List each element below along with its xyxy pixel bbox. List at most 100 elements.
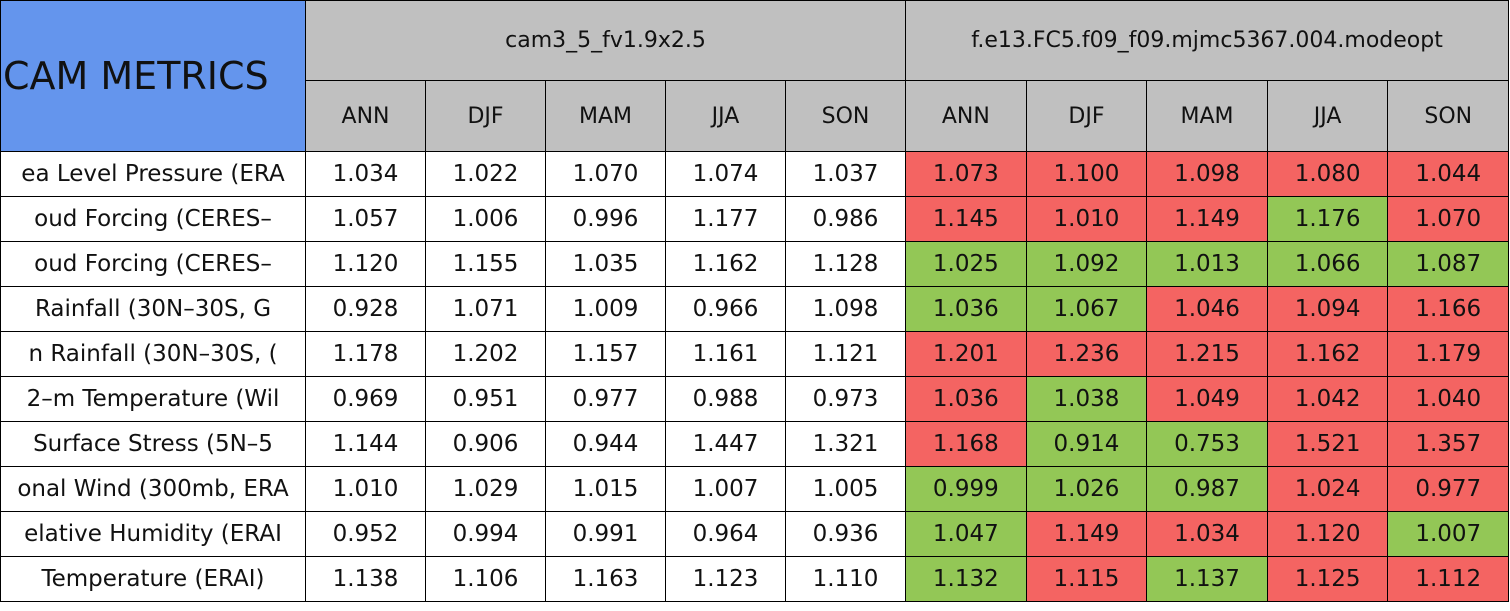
value-cell: 1.201 bbox=[905, 331, 1027, 377]
value-cell: 1.080 bbox=[1266, 151, 1389, 197]
data-row: ea Level Pressure (ERA 1.034 1.022 1.070 1.0… bbox=[0, 151, 1510, 197]
value-cell: 1.087 bbox=[1387, 241, 1510, 287]
value-cell: 1.202 bbox=[425, 331, 546, 377]
value-cell: 1.163 bbox=[545, 556, 666, 602]
value-cell: 1.074 bbox=[665, 151, 786, 197]
value-cell: 0.928 bbox=[305, 286, 426, 332]
value-cell: 0.936 bbox=[784, 511, 907, 557]
value-cell: 1.132 bbox=[905, 556, 1027, 602]
value-cell: 0.951 bbox=[425, 376, 546, 422]
row-label: Temperature (ERAI) bbox=[0, 556, 306, 602]
value-cell: 1.179 bbox=[1387, 331, 1510, 377]
value-cell: 1.161 bbox=[665, 331, 786, 377]
value-cell: 1.073 bbox=[905, 151, 1027, 197]
value-cell: 1.005 bbox=[784, 466, 907, 512]
value-cell: 1.047 bbox=[905, 511, 1027, 557]
value-cell: 0.977 bbox=[1387, 466, 1510, 512]
value-cell: 0.986 bbox=[784, 196, 907, 242]
value-cell: 1.215 bbox=[1146, 331, 1268, 377]
value-cell: 1.024 bbox=[1266, 466, 1389, 512]
value-cell: 1.100 bbox=[1025, 151, 1148, 197]
value-cell: 1.094 bbox=[1266, 286, 1389, 332]
row-label: onal Wind (300mb, ERA bbox=[0, 466, 306, 512]
value-cell: 1.036 bbox=[905, 286, 1027, 332]
value-cell: 1.120 bbox=[305, 241, 426, 287]
column-header: JJA bbox=[1266, 80, 1389, 152]
value-cell: 1.092 bbox=[1025, 241, 1148, 287]
data-row: oud Forcing (CERES– 1.057 1.006 0.996 1.177 0… bbox=[0, 196, 1510, 242]
value-cell: 1.026 bbox=[1025, 466, 1148, 512]
value-cell: 1.070 bbox=[1387, 196, 1510, 242]
value-cell: 1.357 bbox=[1387, 421, 1510, 467]
value-cell: 0.973 bbox=[784, 376, 907, 422]
value-cell: 1.046 bbox=[1146, 286, 1268, 332]
value-cell: 1.168 bbox=[905, 421, 1027, 467]
column-header: JJA bbox=[665, 80, 786, 152]
value-cell: 1.071 bbox=[425, 286, 546, 332]
value-cell: 1.040 bbox=[1387, 376, 1510, 422]
value-cell: 1.128 bbox=[784, 241, 907, 287]
column-header: SON bbox=[1387, 80, 1510, 152]
value-cell: 0.977 bbox=[545, 376, 666, 422]
column-header: SON bbox=[784, 80, 907, 152]
value-cell: 1.106 bbox=[425, 556, 546, 602]
value-cell: 0.964 bbox=[665, 511, 786, 557]
data-row: onal Wind (300mb, ERA 1.010 1.029 1.015 1.00… bbox=[0, 466, 1510, 512]
value-cell: 1.123 bbox=[665, 556, 786, 602]
value-cell: 1.070 bbox=[545, 151, 666, 197]
row-label: oud Forcing (CERES– bbox=[0, 241, 306, 287]
value-cell: 1.321 bbox=[784, 421, 907, 467]
value-cell: 1.155 bbox=[425, 241, 546, 287]
value-cell: 1.138 bbox=[305, 556, 426, 602]
value-cell: 0.991 bbox=[545, 511, 666, 557]
column-header: DJF bbox=[1025, 80, 1148, 152]
value-cell: 1.178 bbox=[305, 331, 426, 377]
value-cell: 1.009 bbox=[545, 286, 666, 332]
value-cell: 1.521 bbox=[1266, 421, 1389, 467]
value-cell: 1.145 bbox=[905, 196, 1027, 242]
value-cell: 1.166 bbox=[1387, 286, 1510, 332]
value-cell: 1.112 bbox=[1387, 556, 1510, 602]
value-cell: 1.149 bbox=[1146, 196, 1268, 242]
value-cell: 1.013 bbox=[1146, 241, 1268, 287]
value-cell: 1.066 bbox=[1266, 241, 1389, 287]
value-cell: 1.121 bbox=[784, 331, 907, 377]
data-row: Rainfall (30N–30S, G 0.928 1.071 1.009 0.966… bbox=[0, 286, 1510, 332]
value-cell: 1.125 bbox=[1266, 556, 1389, 602]
value-cell: 1.115 bbox=[1025, 556, 1148, 602]
value-cell: 1.149 bbox=[1025, 511, 1148, 557]
value-cell: 1.025 bbox=[905, 241, 1027, 287]
row-label: n Rainfall (30N–30S, ( bbox=[0, 331, 306, 377]
row-label: Surface Stress (5N–5 bbox=[0, 421, 306, 467]
value-cell: 1.042 bbox=[1266, 376, 1389, 422]
value-cell: 1.120 bbox=[1266, 511, 1389, 557]
row-label: 2–m Temperature (Wil bbox=[0, 376, 306, 422]
value-cell: 1.176 bbox=[1266, 196, 1389, 242]
value-cell: 1.162 bbox=[665, 241, 786, 287]
value-cell: 0.994 bbox=[425, 511, 546, 557]
value-cell: 1.034 bbox=[305, 151, 426, 197]
value-cell: 0.999 bbox=[905, 466, 1027, 512]
group-header: cam3_5_fv1.9x2.5 bbox=[304, 0, 907, 81]
value-cell: 1.447 bbox=[665, 421, 786, 467]
value-cell: 1.098 bbox=[1146, 151, 1268, 197]
value-cell: 1.177 bbox=[665, 196, 786, 242]
value-cell: 1.057 bbox=[305, 196, 426, 242]
value-cell: 1.006 bbox=[425, 196, 546, 242]
value-cell: 1.015 bbox=[545, 466, 666, 512]
row-label: ea Level Pressure (ERA bbox=[0, 151, 306, 197]
value-cell: 1.144 bbox=[305, 421, 426, 467]
value-cell: 1.035 bbox=[545, 241, 666, 287]
column-header: ANN bbox=[905, 80, 1027, 152]
value-cell: 1.022 bbox=[425, 151, 546, 197]
value-cell: 1.110 bbox=[784, 556, 907, 602]
table-title: CAM METRICS bbox=[0, 0, 306, 152]
value-cell: 1.236 bbox=[1025, 331, 1148, 377]
column-header: DJF bbox=[425, 80, 546, 152]
data-row: n Rainfall (30N–30S, (1.178 1.202 1.157 1.1… bbox=[0, 331, 1510, 377]
value-cell: 1.029 bbox=[425, 466, 546, 512]
value-cell: 1.067 bbox=[1025, 286, 1148, 332]
value-cell: 0.988 bbox=[665, 376, 786, 422]
